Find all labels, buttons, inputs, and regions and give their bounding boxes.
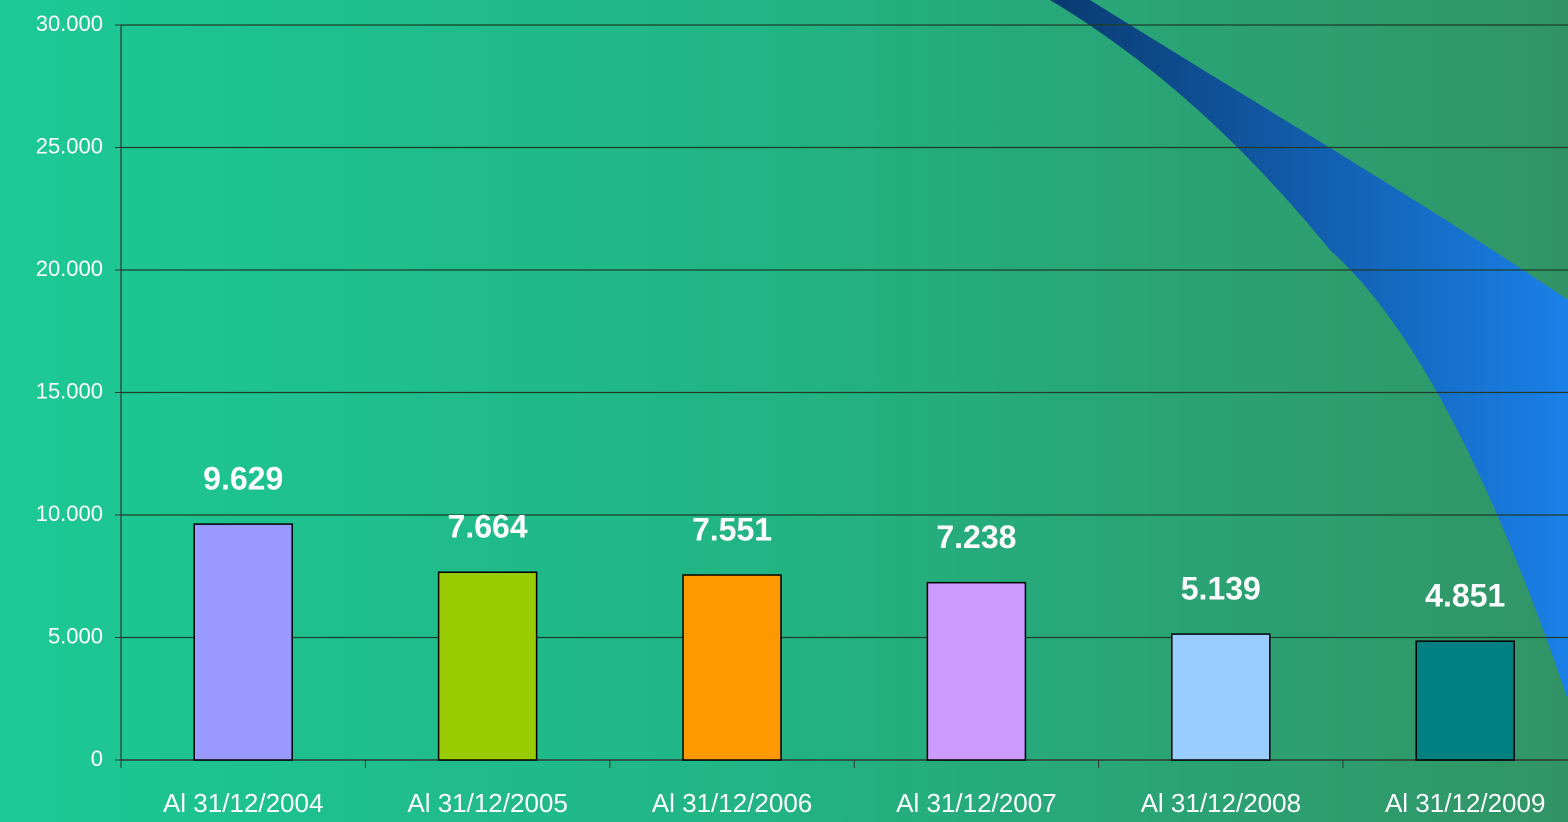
data-label: 9.629	[203, 461, 283, 497]
y-tick-label: 20.000	[36, 256, 103, 281]
x-tick-label: Al 31/12/2009	[1385, 788, 1545, 818]
bar	[439, 572, 537, 760]
bar	[1416, 641, 1514, 760]
bar	[1172, 634, 1270, 760]
y-tick-label: 5.000	[48, 623, 103, 648]
bar	[194, 524, 292, 760]
x-tick-label: Al 31/12/2007	[896, 788, 1056, 818]
y-tick-label: 30.000	[36, 11, 103, 36]
y-tick-label: 25.000	[36, 133, 103, 158]
data-label: 7.238	[936, 519, 1016, 555]
bar	[927, 583, 1025, 760]
x-tick-label: Al 31/12/2008	[1141, 788, 1301, 818]
x-tick-label: Al 31/12/2004	[163, 788, 323, 818]
y-tick-label: 0	[91, 746, 103, 771]
data-label: 7.664	[448, 509, 528, 545]
y-tick-label: 10.000	[36, 501, 103, 526]
data-label: 7.551	[692, 511, 772, 547]
bar	[683, 575, 781, 760]
x-tick-label: Al 31/12/2005	[407, 788, 567, 818]
data-label: 5.139	[1181, 571, 1261, 607]
data-label: 4.851	[1425, 578, 1505, 614]
x-tick-label: Al 31/12/2006	[652, 788, 812, 818]
y-tick-label: 15.000	[36, 378, 103, 403]
chart: 0 5.000 10.000 15.000 20.000 25.000 30.000 Al 3…	[0, 0, 1568, 822]
